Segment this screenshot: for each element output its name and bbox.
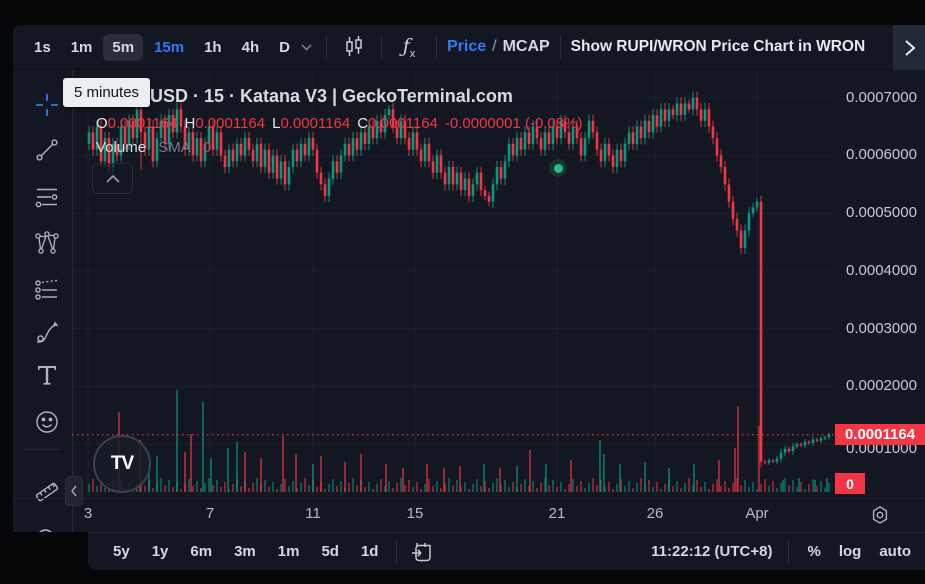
show-chart-in-wron-button[interactable]: Show RUPI/WRON Price Chart in WRON: [570, 38, 866, 55]
axis-settings-gear-icon[interactable]: [868, 503, 892, 527]
time-axis-label: 21: [548, 505, 566, 522]
open-label: O: [96, 115, 108, 132]
chart-panel: USD · 15 · Katana V3 | GeckoTerminal.com…: [13, 70, 925, 532]
time-axis-label: 15: [406, 505, 424, 522]
volume-value: 0: [202, 139, 212, 156]
log-scale-button[interactable]: log: [838, 543, 862, 560]
interval-button-15m[interactable]: 15m: [154, 38, 185, 56]
high-label: H: [184, 115, 196, 132]
interval-button-D[interactable]: D: [279, 38, 290, 56]
xabcd-pattern-icon[interactable]: [33, 229, 61, 257]
indicators-fx-icon[interactable]: ƒx: [402, 34, 416, 60]
price-axis-label: 0.0005000: [846, 204, 917, 222]
fib-retracement-icon[interactable]: [33, 183, 61, 211]
interval-button-4h[interactable]: 4h: [241, 38, 260, 56]
time-axis-label: 7: [205, 505, 215, 522]
drawing-toolbar: [13, 70, 73, 532]
change-value: -0.0000001 (-0.08%): [444, 115, 583, 132]
text-tool-icon[interactable]: [33, 361, 61, 389]
range-button-5y[interactable]: 5y: [113, 543, 130, 560]
sidebar-divider: [23, 449, 62, 450]
volume-label: Volume: [96, 139, 147, 156]
clock-timezone-button[interactable]: 11:22:12 (UTC+8): [651, 543, 773, 560]
chart-canvas[interactable]: [72, 70, 836, 498]
chart-title: USD · 15 · Katana V3 | GeckoTerminal.com: [150, 86, 513, 106]
toolbar-divider: [435, 35, 437, 59]
slash-divider: /: [492, 38, 497, 55]
price-mcap-toggle: Price / MCAP: [447, 38, 550, 56]
time-axis[interactable]: 3 7 11 15 21 26 Apr: [13, 498, 925, 532]
range-button-1d[interactable]: 1d: [360, 543, 379, 560]
candles-icon[interactable]: [337, 30, 371, 64]
toolbar-overflow-chevron-right-icon[interactable]: [893, 25, 925, 70]
ohlc-readout: O0.0001164 H0.0001164 L0.0001164 C0.0001164…: [96, 115, 582, 132]
sma-label: SMA: [158, 139, 191, 156]
price-axis-label: 0.0006000: [846, 146, 917, 164]
interval-button-1h[interactable]: 1h: [204, 38, 222, 56]
zoom-in-icon[interactable]: [33, 525, 61, 532]
toolbar-divider: [396, 539, 398, 564]
range-button-6m[interactable]: 6m: [190, 543, 213, 560]
auto-scale-button[interactable]: auto: [879, 543, 911, 560]
toolbar-divider: [380, 35, 382, 59]
forecast-icon[interactable]: [33, 275, 61, 303]
price-axis[interactable]: 0.0007000 0.0006000 0.0005000 0.0004000 0.00…: [836, 70, 925, 498]
volume-zero-badge: 0: [835, 473, 865, 494]
live-indicator-dot-icon: [549, 159, 567, 177]
close-label: C: [357, 115, 369, 132]
range-button-5d[interactable]: 5d: [321, 543, 339, 560]
low-label: L: [272, 115, 281, 132]
brush-icon[interactable]: [33, 318, 61, 346]
interval-button-1s[interactable]: 1s: [34, 38, 51, 56]
price-axis-label: 0.0007000: [846, 88, 917, 106]
top-toolbar: 1s 1m 5m 15m 1h 4h D ƒx Price / MCAP Show RUPI…: [13, 25, 893, 70]
price-axis-label: 0.0003000: [846, 319, 917, 337]
current-price-badge: 0.0001164: [835, 424, 925, 446]
time-axis-label: 26: [646, 505, 664, 522]
legend-collapse-button[interactable]: [92, 163, 133, 194]
interval-menu-chevron-down-icon[interactable]: [301, 43, 312, 51]
toolbar-divider: [788, 539, 790, 564]
range-button-3m[interactable]: 3m: [234, 543, 256, 560]
range-button-1y[interactable]: 1y: [151, 543, 169, 560]
high-value: 0.0001164: [195, 115, 266, 132]
time-axis-label: Apr: [745, 505, 769, 522]
range-group: 5y 1y 6m 3m 1m 5d 1d: [105, 540, 386, 563]
time-axis-label: 3: [83, 505, 93, 522]
toolbar-divider: [559, 35, 561, 59]
interval-button-1m[interactable]: 1m: [70, 38, 93, 56]
low-value: 0.0001164: [280, 115, 351, 132]
calendar-goto-icon[interactable]: [407, 535, 435, 569]
volume-indicator-row: Volume SMA 0: [96, 139, 211, 156]
close-value: 0.0001164: [368, 115, 438, 132]
percent-scale-button[interactable]: %: [807, 543, 821, 560]
trendline-icon[interactable]: [33, 136, 61, 164]
price-axis-label: 0.0002000: [846, 377, 917, 395]
tradingview-logo[interactable]: TV: [93, 435, 151, 493]
interval-group: 1s 1m 5m 15m 1h 4h D: [25, 33, 299, 61]
emoji-icon[interactable]: [33, 408, 61, 436]
range-button-1m[interactable]: 1m: [277, 543, 300, 560]
toolbar-divider: [325, 35, 327, 59]
price-axis-label: 0.0004000: [846, 261, 917, 279]
sidebar-collapse-chevron-left-icon[interactable]: [65, 476, 83, 506]
price-toggle[interactable]: Price: [446, 38, 487, 55]
bottom-toolbar: 5y 1y 6m 3m 1m 5d 1d 11:22:12 (UTC+8) % log au…: [88, 532, 925, 570]
interval-tooltip: 5 minutes: [63, 78, 151, 107]
crosshair-icon[interactable]: [33, 91, 61, 119]
mcap-toggle[interactable]: MCAP: [502, 38, 550, 55]
time-axis-label: 11: [305, 505, 321, 522]
open-value: 0.0001164: [107, 115, 178, 132]
interval-button-5m[interactable]: 5m: [103, 33, 144, 61]
